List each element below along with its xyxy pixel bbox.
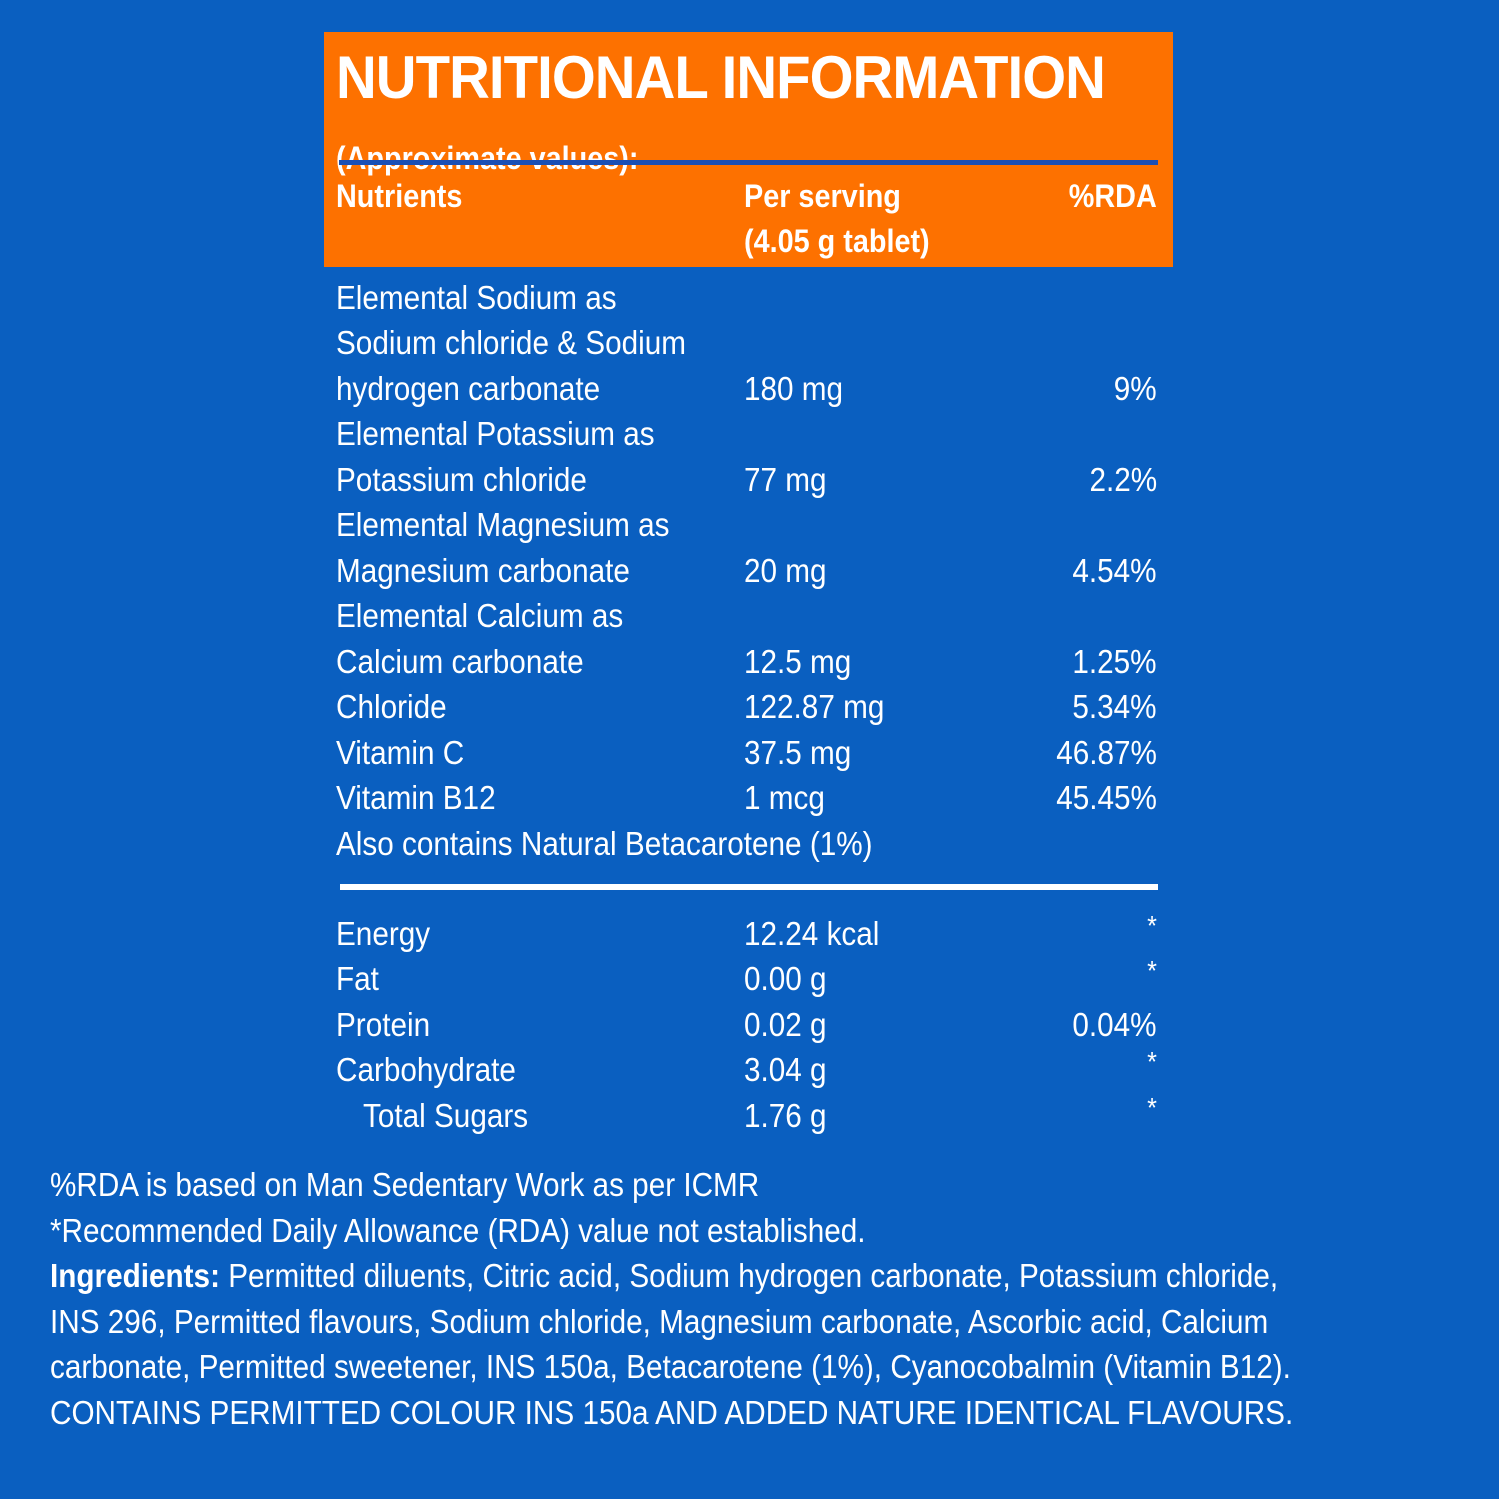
footer-notes: %RDA is based on Man Sedentary Work as p… (50, 1162, 1470, 1435)
nutrient-rda: 0.04% (1072, 1006, 1157, 1043)
table-row: Potassium chloride 77 mg 2.2% (324, 457, 1173, 502)
column-header-serving-size: (4.05 g tablet) (744, 223, 930, 259)
nutrient-name: Elemental Calcium as (336, 597, 624, 634)
column-header-nutrients: Nutrients (336, 178, 463, 214)
nutrient-amount: 0.00 g (744, 960, 827, 997)
nutrient-amount: 0.02 g (744, 1006, 827, 1043)
rda-not-established-note: *Recommended Daily Allowance (RDA) value… (50, 1211, 866, 1249)
nutrient-rda: * (1147, 1092, 1157, 1123)
nutrient-name: Vitamin C (336, 734, 465, 771)
table-row: Energy 12.24 kcal * (324, 911, 1173, 956)
table-row: Sodium chloride & Sodium (324, 320, 1173, 365)
nutrient-name: Elemental Magnesium as (336, 506, 670, 543)
nutrient-amount: 3.04 g (744, 1051, 827, 1088)
table-row: Magnesium carbonate 20 mg 4.54% (324, 548, 1173, 593)
nutrient-name: Calcium carbonate (336, 643, 584, 680)
table-row: Vitamin C 37.5 mg 46.87% (324, 730, 1173, 775)
nutrient-name: Protein (336, 1006, 431, 1043)
nutrient-name: Vitamin B12 (336, 779, 496, 816)
table-row: hydrogen carbonate 180 mg 9% (324, 366, 1173, 411)
nutrient-amount: 12.24 kcal (744, 915, 880, 952)
nutrient-name: Elemental Potassium as (336, 415, 655, 452)
nutrient-name: Chloride (336, 688, 447, 725)
nutrient-amount: 122.87 mg (744, 688, 885, 725)
ingredients-text: carbonate, Permitted sweetener, INS 150a… (50, 1348, 1291, 1385)
nutrition-header: NUTRITIONAL INFORMATION (Approximate val… (324, 32, 1173, 267)
page-title: NUTRITIONAL INFORMATION (336, 44, 1106, 111)
nutrient-rda: 45.45% (1056, 779, 1157, 816)
table-row: Carbohydrate 3.04 g * (324, 1047, 1173, 1092)
nutrient-amount: 12.5 mg (744, 643, 852, 680)
column-header-rda: %RDA (1068, 178, 1157, 214)
nutrient-amount: 1 mcg (744, 779, 825, 816)
table-row: Calcium carbonate 12.5 mg 1.25% (324, 639, 1173, 684)
table-row: Elemental Potassium as (324, 411, 1173, 456)
table-row: Elemental Sodium as (324, 275, 1173, 320)
table-row: Protein 0.02 g 0.04% (324, 1002, 1173, 1047)
nutrient-rda: 46.87% (1056, 734, 1157, 771)
table-row: Fat 0.00 g * (324, 956, 1173, 1001)
nutrient-amount: 180 mg (744, 370, 844, 407)
nutrient-name: Sodium chloride & Sodium (336, 324, 686, 361)
table-row: Vitamin B12 1 mcg 45.45% (324, 775, 1173, 820)
nutrition-panel: NUTRITIONAL INFORMATION (Approximate val… (324, 32, 1173, 1134)
nutrient-rda: 5.34% (1072, 688, 1157, 725)
nutrient-name: hydrogen carbonate (336, 370, 601, 407)
nutrient-name: Carbohydrate (336, 1051, 516, 1088)
nutrient-name: Elemental Sodium as (336, 279, 617, 316)
nutrient-amount: 77 mg (744, 461, 827, 498)
page-subtitle: (Approximate values): (336, 140, 639, 176)
table-row: Chloride 122.87 mg 5.34% (324, 684, 1173, 729)
nutrient-rda: 4.54% (1072, 552, 1157, 589)
ingredients-text: Permitted diluents, Citric acid, Sodium … (219, 1257, 1279, 1294)
table-row: Also contains Natural Betacarotene (1%) (324, 821, 1173, 866)
nutrient-rda: 9% (1114, 370, 1157, 407)
table-row: Total Sugars 1.76 g * (324, 1093, 1173, 1138)
rda-note: %RDA is based on Man Sedentary Work as p… (50, 1166, 760, 1203)
betacarotene-note: Also contains Natural Betacarotene (1%) (336, 825, 873, 862)
nutrient-name: Fat (336, 960, 379, 997)
nutrient-name: Total Sugars (363, 1097, 529, 1134)
ingredients-text: INS 296, Permitted flavours, Sodium chlo… (50, 1302, 1269, 1340)
ingredients-line: Ingredients: Permitted diluents, Citric … (50, 1253, 1328, 1299)
nutrient-rda: 2.2% (1089, 461, 1157, 498)
nutrient-amount: 1.76 g (744, 1097, 827, 1134)
nutrient-name: Potassium chloride (336, 461, 587, 498)
nutrient-name: Energy (336, 915, 431, 952)
nutrient-amount: 20 mg (744, 552, 827, 589)
column-header-per-serving: Per serving (744, 178, 901, 214)
nutrient-amount: 37.5 mg (744, 734, 852, 771)
ingredients-label: Ingredients: (50, 1257, 220, 1294)
nutrient-rda: 1.25% (1072, 643, 1157, 680)
nutrient-name: Magnesium carbonate (336, 552, 630, 589)
contains-note: CONTAINS PERMITTED COLOUR INS 150a AND A… (50, 1393, 1294, 1431)
nutrient-rda: * (1147, 910, 1157, 941)
nutrient-rda: * (1147, 955, 1157, 986)
nutrient-rda: * (1147, 1046, 1157, 1077)
header-divider (339, 160, 1158, 165)
table-divider (340, 884, 1158, 890)
table-row: Elemental Calcium as (324, 593, 1173, 638)
table-row: Elemental Magnesium as (324, 502, 1173, 547)
